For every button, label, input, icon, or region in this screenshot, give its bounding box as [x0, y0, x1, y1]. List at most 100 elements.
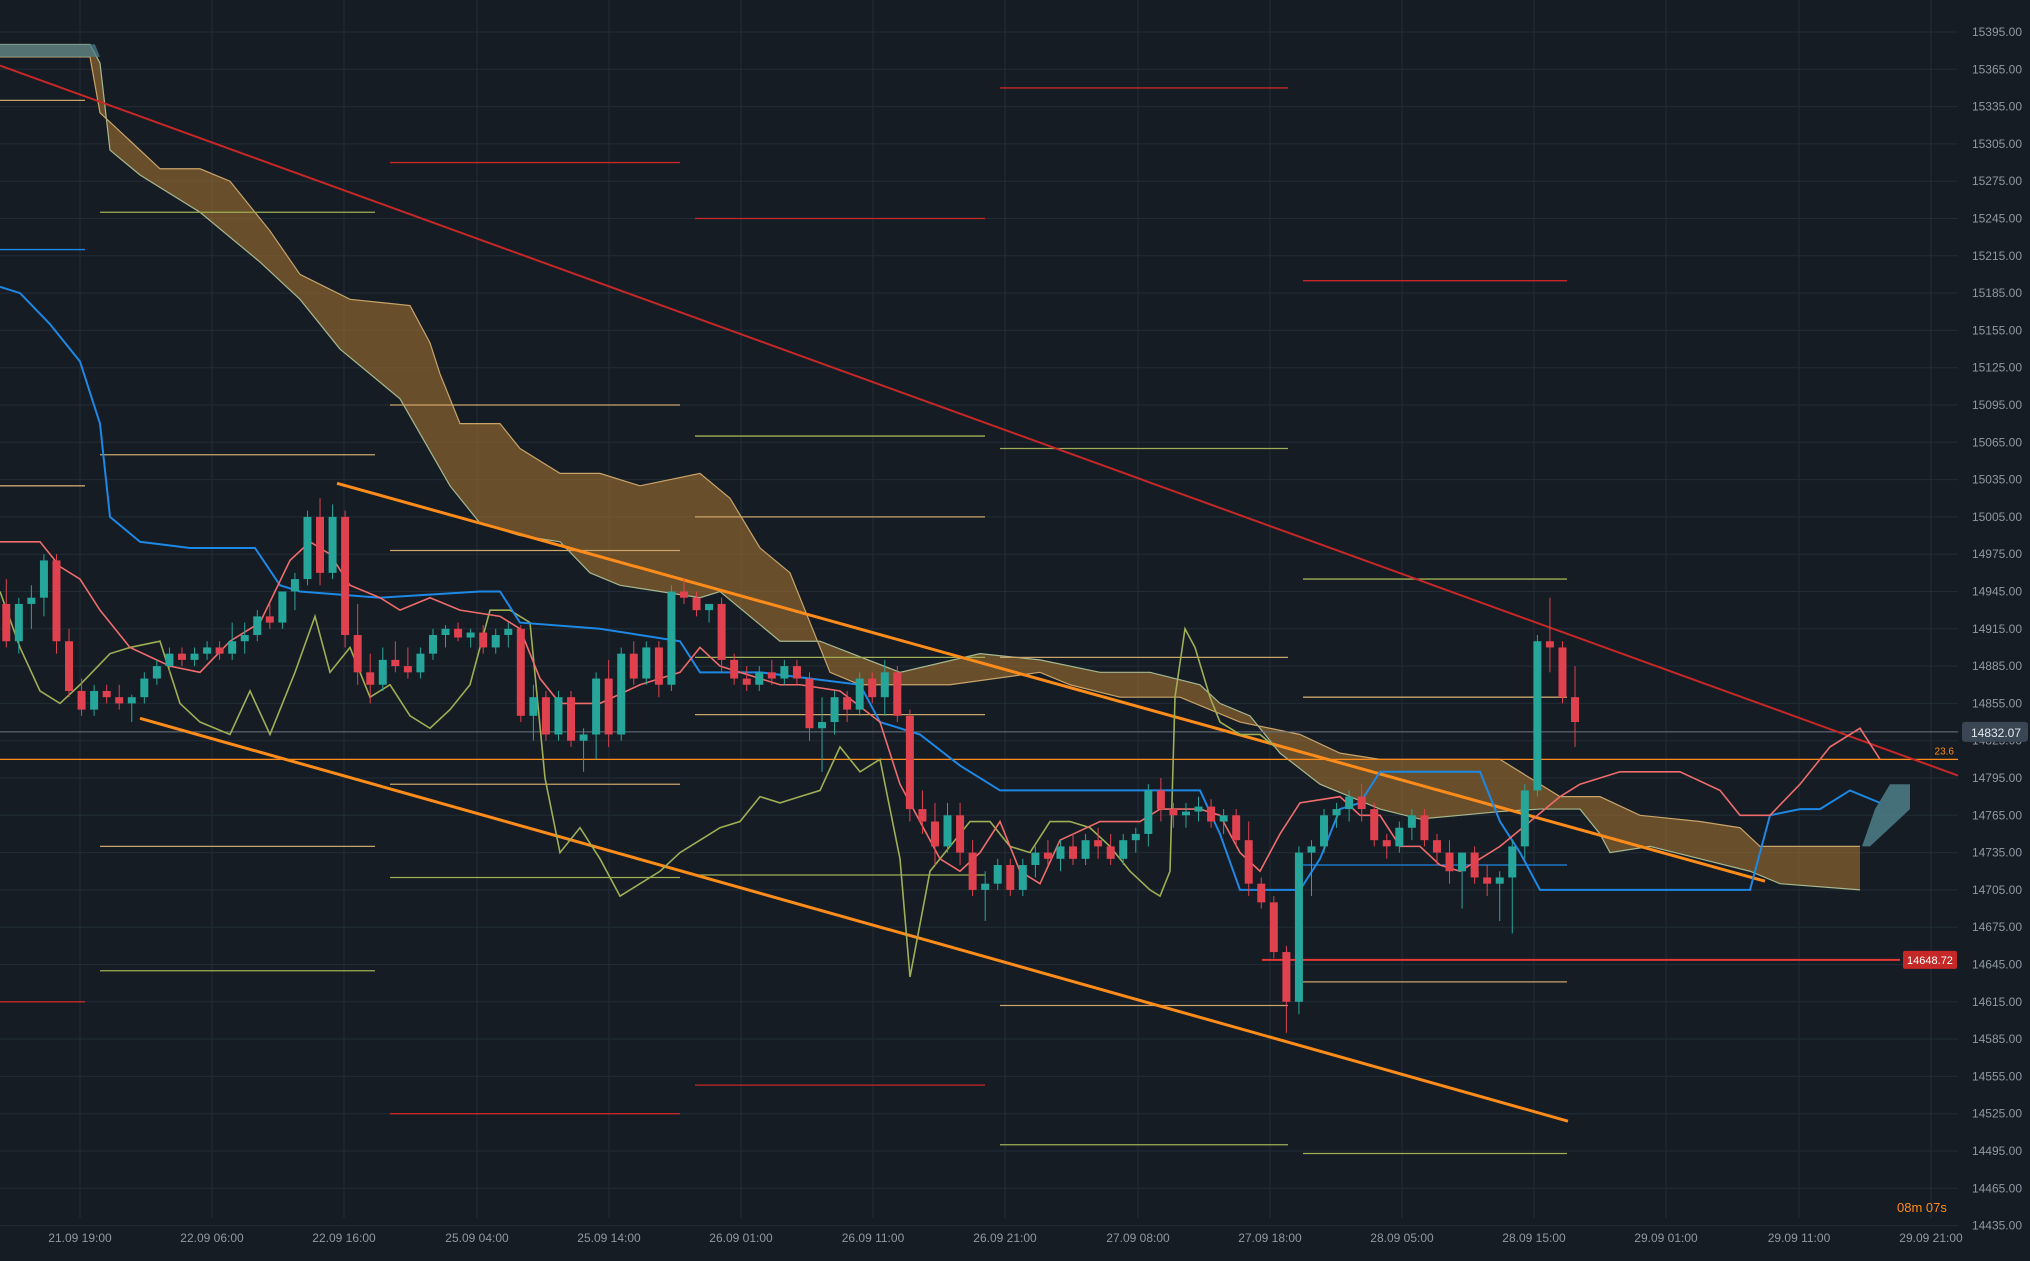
ichimoku-cloud: [0, 43, 1910, 891]
senkou-span-a: [0, 43, 1861, 891]
candle-bull: [1345, 796, 1354, 810]
candle-bear: [918, 809, 927, 822]
candle-bear: [730, 659, 739, 679]
candle-bear: [1445, 852, 1454, 872]
y-tick-label: 14465.00: [1972, 1181, 2022, 1195]
candle-bear: [1432, 840, 1441, 853]
candle-bear: [1169, 809, 1178, 816]
y-tick-label: 15035.00: [1972, 473, 2022, 487]
y-tick-label: 14555.00: [1972, 1069, 2022, 1083]
y-tick-label: 15305.00: [1972, 137, 2022, 151]
candle-bull: [1018, 865, 1027, 890]
candle-bear: [353, 635, 362, 673]
candle-bear: [1483, 877, 1492, 884]
candle-bull: [378, 659, 387, 685]
y-tick-label: 14675.00: [1972, 920, 2022, 934]
candle-bear: [1006, 865, 1015, 890]
candle-bear: [767, 672, 776, 679]
candle-bear: [102, 690, 111, 698]
y-tick-label: 14765.00: [1972, 808, 2022, 822]
y-tick-label: 14705.00: [1972, 883, 2022, 897]
y-tick-label: 14735.00: [1972, 846, 2022, 860]
candle-bull: [1081, 840, 1090, 859]
candle-bear: [1094, 840, 1103, 847]
candle-bear: [654, 647, 663, 685]
y-tick-label: 15095.00: [1972, 398, 2022, 412]
candle-bear: [629, 653, 638, 679]
candle-bull: [1307, 846, 1316, 853]
candle-bear: [692, 597, 701, 611]
candle-bull: [667, 591, 676, 685]
candle-bull: [278, 591, 287, 623]
candle-bull: [290, 579, 299, 592]
x-tick-label: 28.09 05:00: [1370, 1231, 1434, 1245]
candle-bear: [604, 678, 613, 735]
candle-bear: [265, 616, 274, 623]
candle-bear: [1244, 840, 1253, 884]
candle-bull: [1395, 827, 1404, 847]
y-tick-label: 14645.00: [1972, 958, 2022, 972]
candle-bull: [818, 722, 827, 729]
candle-bull: [328, 516, 337, 573]
candle-bull: [491, 635, 500, 648]
y-tick-label: 15125.00: [1972, 361, 2022, 375]
y-tick-label: 15155.00: [1972, 323, 2022, 337]
candle-bear: [1232, 815, 1241, 841]
y-tick-label: 15335.00: [1972, 100, 2022, 114]
candle-bear: [316, 516, 325, 573]
current-price-badge: [1962, 721, 2028, 742]
y-tick-label: 14435.00: [1972, 1219, 2022, 1233]
candle-bull: [1219, 815, 1228, 822]
candle-bear: [516, 628, 525, 716]
candle-bull: [617, 653, 626, 735]
candle-bull: [1458, 852, 1467, 872]
candle-bull: [1294, 852, 1303, 1002]
y-tick-label: 14795.00: [1972, 771, 2022, 785]
candle-bull: [466, 632, 475, 638]
candle-bull: [1520, 790, 1529, 847]
candle-bear: [2, 603, 11, 642]
candle-bull: [1407, 815, 1416, 828]
y-tick-label: 15185.00: [1972, 286, 2022, 300]
candle-bull: [228, 641, 237, 654]
y-tick-label: 15215.00: [1972, 249, 2022, 263]
candle-bull: [981, 883, 990, 890]
candle-bear: [541, 697, 550, 735]
candle-bull: [830, 697, 839, 723]
y-tick-label: 14525.00: [1972, 1107, 2022, 1121]
candle-bear: [115, 697, 124, 704]
candle-bear: [805, 678, 814, 729]
grid: [0, 0, 1958, 1227]
y-tick-label: 14945.00: [1972, 585, 2022, 599]
candle-bear: [215, 647, 224, 654]
candle-bull: [1508, 846, 1517, 878]
fib-level-label: 23.6: [1935, 746, 1955, 757]
candle-bear: [366, 672, 375, 685]
ichimoku-lines: [0, 285, 1881, 978]
candle-bull: [416, 653, 425, 673]
candle-bear: [1545, 641, 1554, 648]
y-tick-label: 15245.00: [1972, 212, 2022, 226]
candle-bull: [190, 653, 199, 660]
candle-bull: [165, 653, 174, 667]
candle-bear: [1106, 846, 1115, 859]
candle-bull: [1194, 806, 1203, 812]
candle-bear: [968, 852, 977, 890]
x-tick-label: 27.09 18:00: [1238, 1231, 1302, 1245]
y-tick-label: 15395.00: [1972, 25, 2022, 39]
candle-bull: [441, 628, 450, 636]
candle-bull: [152, 666, 161, 679]
timer-label: 08m 07s: [1897, 1200, 1947, 1215]
y-tick-label: 14585.00: [1972, 1032, 2022, 1046]
candle-bear: [792, 666, 801, 679]
y-tick-label: 14975.00: [1972, 547, 2022, 561]
x-tick-label: 29.09 11:00: [1768, 1231, 1831, 1245]
x-tick-label: 21.09 19:00: [48, 1231, 112, 1245]
candle-bull: [1031, 852, 1040, 866]
candle-bear: [77, 690, 86, 710]
candle-bull: [127, 697, 136, 704]
trendlines: [0, 64, 1959, 1123]
candle-bull: [1056, 846, 1065, 859]
